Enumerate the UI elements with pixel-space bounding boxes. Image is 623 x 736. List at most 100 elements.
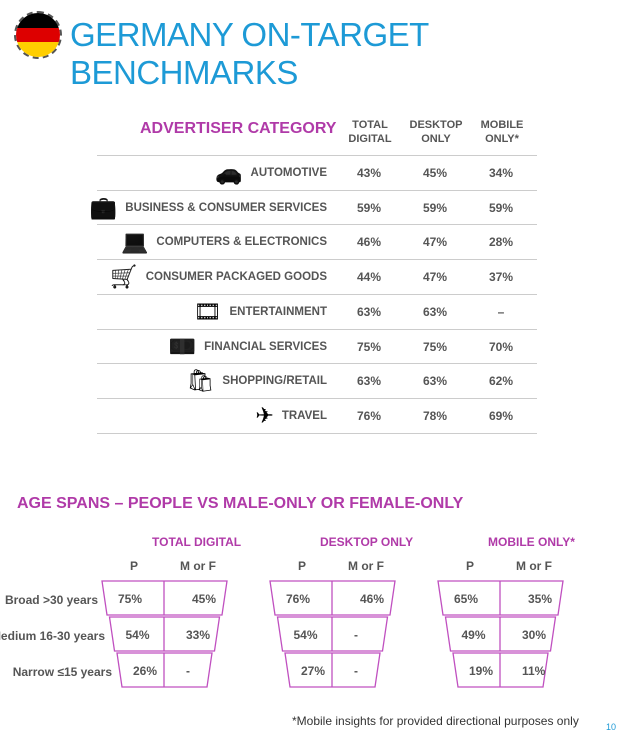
category-value: 76% <box>356 408 382 423</box>
category-value: 44% <box>356 270 382 285</box>
sub-header-mf: M or F <box>180 559 216 573</box>
category-row: 🚗 AUTOMOTIVE 43% 45% 34% <box>97 155 537 190</box>
age-value-mf: - <box>354 664 358 678</box>
age-value-mf: 45% <box>192 592 217 606</box>
category-row: 🛒 CONSUMER PACKAGED GOODS 44% 47% 37% <box>97 259 537 294</box>
category-value: 69% <box>488 408 514 423</box>
category-label-group: 🛍 SHOPPING/RETAIL <box>186 369 327 393</box>
age-value-p: 19% <box>469 664 494 678</box>
category-label-group: 🛒 CONSUMER PACKAGED GOODS <box>110 265 327 289</box>
age-value-p: 54% <box>293 628 318 642</box>
category-label: TRAVEL <box>281 409 327 422</box>
age-section-title: AGE SPANS – PEOPLE VS MALE-ONLY OR FEMAL… <box>17 495 464 512</box>
age-row-label: Broad >30 years <box>4 593 98 607</box>
category-row: 💵 FINANCIAL SERVICES 75% 75% 70% <box>97 328 537 364</box>
category-value: 62% <box>488 374 514 389</box>
category-value: 46% <box>356 235 382 250</box>
category-value: 59% <box>422 200 448 215</box>
age-value-p: 49% <box>461 628 486 642</box>
age-value-mf: - <box>186 664 190 678</box>
category-value: 37% <box>488 270 514 285</box>
airplane-icon: ✈ <box>255 402 274 428</box>
age-row-label: Narrow ≤15 years <box>12 665 112 679</box>
group-header: TOTAL DIGITAL <box>152 535 242 549</box>
category-value: 47% <box>422 235 448 250</box>
car-icon: 🚗 <box>215 160 243 185</box>
divider <box>97 432 537 434</box>
age-value-mf: 46% <box>360 592 385 606</box>
category-value: 63% <box>422 374 448 389</box>
sub-header-mf: M or F <box>348 559 384 573</box>
age-value-p: 75% <box>118 592 143 606</box>
age-value-mf: 11% <box>522 664 546 678</box>
page-title: GERMANY ON-TARGET BENCHMARKS <box>70 16 429 91</box>
funnel-row <box>101 580 228 616</box>
briefcase-icon: 💼 <box>89 194 118 220</box>
category-value: 43% <box>356 166 382 180</box>
age-value-p: 27% <box>301 664 326 678</box>
category-row: 🛍 SHOPPING/RETAIL 63% 63% 62% <box>97 363 537 398</box>
group-header: DESKTOP ONLY <box>320 535 414 549</box>
sub-header-p: P <box>466 559 475 573</box>
sub-header-p: P <box>130 559 139 573</box>
category-value: 63% <box>356 374 382 389</box>
funnel-row <box>452 652 549 688</box>
category-value: 59% <box>356 200 382 215</box>
age-value-p: 76% <box>286 592 311 606</box>
col-header-desktop: DESKTOP ONLY <box>409 119 463 145</box>
age-row-label: Medium 16-30 years <box>0 629 105 643</box>
category-label: ENTERTAINMENT <box>229 305 327 318</box>
category-label-group: 🎞 ENTERTAINMENT <box>193 298 327 324</box>
category-value: 45% <box>422 166 448 180</box>
category-label-group: 💵 FINANCIAL SERVICES <box>168 333 327 359</box>
age-value-mf: - <box>354 628 358 642</box>
footnote: *Mobile insights for provided directiona… <box>292 714 579 728</box>
age-value-p: 26% <box>133 664 158 678</box>
category-value: 28% <box>488 235 514 250</box>
shopping-bag-icon: 🛍 <box>186 368 215 394</box>
age-value-mf: 33% <box>186 628 211 642</box>
category-value: 78% <box>422 408 448 423</box>
age-value-p: 65% <box>454 592 479 606</box>
funnel-row <box>108 616 221 652</box>
category-label-group: ✈ TRAVEL <box>255 402 327 428</box>
money-icon: 💵 <box>168 333 197 359</box>
category-row: 💻 COMPUTERS & ELECTRONICS 46% 47% 28% <box>97 224 537 259</box>
category-label: BUSINESS & CONSUMER SERVICES <box>125 201 327 214</box>
category-row: 🎞 ENTERTAINMENT 63% 63% – <box>97 293 537 329</box>
category-label-group: 💼 BUSINESS & CONSUMER SERVICES <box>89 194 327 220</box>
page-number: 10 <box>606 722 617 732</box>
category-value: 70% <box>488 339 514 354</box>
funnel-row <box>437 580 564 616</box>
category-value: 34% <box>488 166 514 180</box>
category-value: 63% <box>356 304 382 319</box>
category-value: 75% <box>356 339 382 354</box>
funnel-row <box>269 580 396 616</box>
age-value-mf: 30% <box>522 628 547 642</box>
category-label-group: 🚗 AUTOMOTIVE <box>215 161 327 185</box>
category-value: 75% <box>422 339 448 354</box>
funnel-row <box>116 652 213 688</box>
col-header-mobile: MOBILE ONLY* <box>480 119 524 145</box>
film-strip-icon: 🎞 <box>193 298 222 324</box>
category-label: FINANCIAL SERVICES <box>204 340 327 353</box>
category-label: CONSUMER PACKAGED GOODS <box>145 271 327 284</box>
group-header: MOBILE ONLY* <box>488 535 575 549</box>
shopping-cart-icon: 🛒 <box>110 264 138 290</box>
category-value: 63% <box>422 304 448 319</box>
germany-flag-icon <box>14 11 62 59</box>
sub-header-mf: M or F <box>516 559 552 573</box>
funnel-row <box>284 652 381 688</box>
funnel-row <box>276 616 389 652</box>
category-row: 💼 BUSINESS & CONSUMER SERVICES 59% 59% 59% <box>90 189 537 225</box>
category-header: ADVERTISER CATEGORY <box>140 120 337 137</box>
sub-header-p: P <box>298 559 307 573</box>
category-value: 59% <box>488 200 514 215</box>
col-header-total: TOTAL DIGITAL <box>348 119 392 145</box>
laptop-icon: 💻 <box>121 229 149 255</box>
category-label-group: 💻 COMPUTERS & ELECTRONICS <box>121 230 327 254</box>
category-value: 47% <box>422 270 448 285</box>
category-label: AUTOMOTIVE <box>250 167 327 179</box>
